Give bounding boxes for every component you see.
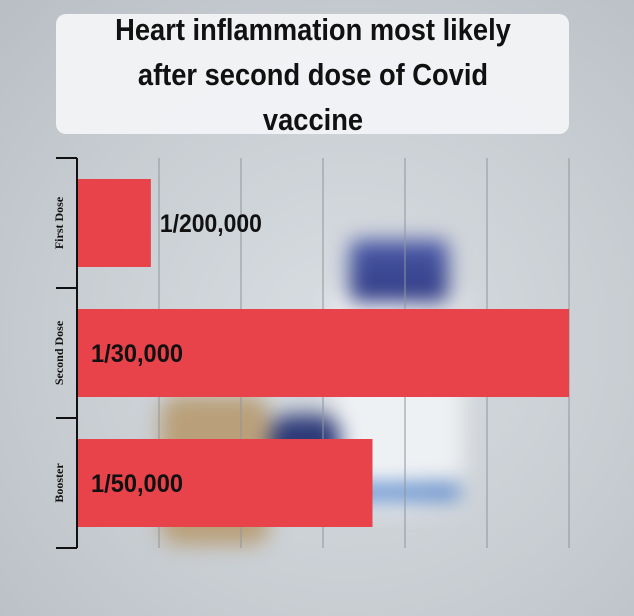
category-label: First Dose bbox=[52, 196, 66, 249]
value-label: 1/30,000 bbox=[91, 340, 183, 368]
value-label: 1/200,000 bbox=[160, 210, 262, 238]
bar-booster bbox=[77, 439, 373, 527]
chart-title: Heart inflammation most likely after sec… bbox=[114, 11, 511, 137]
category-label: Booster bbox=[52, 463, 66, 503]
category-label: Second Dose bbox=[52, 320, 66, 385]
value-label: 1/50,000 bbox=[91, 470, 183, 498]
bar-second-dose bbox=[77, 309, 569, 397]
chart-title-box: Heart inflammation most likely after sec… bbox=[56, 12, 569, 137]
bar-first-dose bbox=[77, 179, 151, 267]
